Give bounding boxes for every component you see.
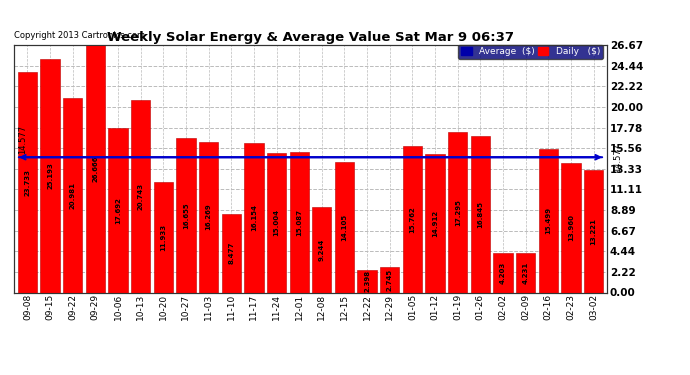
Bar	[403, 146, 422, 292]
Text: 15.499: 15.499	[545, 207, 551, 234]
Bar	[131, 100, 150, 292]
Text: 14.577: 14.577	[19, 125, 28, 154]
Bar	[335, 162, 354, 292]
Text: 13.960: 13.960	[568, 214, 574, 241]
Title: Weekly Solar Energy & Average Value Sat Mar 9 06:37: Weekly Solar Energy & Average Value Sat …	[107, 31, 514, 44]
Bar	[539, 148, 558, 292]
Bar	[380, 267, 400, 292]
Text: 25.193: 25.193	[47, 162, 53, 189]
Bar	[18, 72, 37, 292]
Text: 15.087: 15.087	[296, 209, 302, 236]
Bar	[357, 270, 377, 292]
Bar	[154, 182, 173, 292]
Text: Copyright 2013 Cartronics.com: Copyright 2013 Cartronics.com	[14, 31, 145, 40]
Bar	[312, 207, 331, 292]
Bar	[221, 214, 241, 292]
Text: 14.912: 14.912	[432, 210, 438, 237]
Text: 13.221: 13.221	[591, 218, 597, 244]
Bar	[471, 136, 490, 292]
Bar	[426, 154, 444, 292]
Text: 20.743: 20.743	[137, 183, 144, 210]
Bar	[41, 59, 59, 292]
Bar	[63, 98, 82, 292]
Text: 15.004: 15.004	[273, 209, 279, 237]
Text: 4.203: 4.203	[500, 262, 506, 284]
Text: 9.244: 9.244	[319, 238, 325, 261]
Bar	[177, 138, 195, 292]
Text: 15.762: 15.762	[409, 206, 415, 233]
Bar	[448, 132, 467, 292]
Text: 20.981: 20.981	[70, 182, 76, 209]
Text: 11.933: 11.933	[160, 224, 166, 251]
Legend: Average  ($), Daily   ($): Average ($), Daily ($)	[458, 45, 602, 59]
Bar	[199, 141, 218, 292]
Bar	[244, 142, 264, 292]
Text: 23.733: 23.733	[24, 169, 30, 196]
Bar	[267, 153, 286, 292]
Text: 16.154: 16.154	[251, 204, 257, 231]
Text: 26.666: 26.666	[92, 156, 99, 182]
Bar	[493, 254, 513, 292]
Text: 14.577: 14.577	[613, 142, 622, 172]
Text: 16.845: 16.845	[477, 201, 484, 228]
Text: 2.745: 2.745	[387, 269, 393, 291]
Bar	[86, 45, 105, 292]
Text: 17.295: 17.295	[455, 199, 461, 226]
Text: 17.692: 17.692	[115, 197, 121, 224]
Text: 8.477: 8.477	[228, 242, 234, 264]
Text: 16.655: 16.655	[183, 202, 189, 228]
Bar	[584, 170, 603, 292]
Text: 16.269: 16.269	[206, 204, 212, 230]
Text: 14.105: 14.105	[342, 213, 348, 241]
Text: 4.231: 4.231	[522, 262, 529, 284]
Bar	[108, 128, 128, 292]
Bar	[290, 153, 309, 292]
Bar	[562, 163, 580, 292]
Text: 2.398: 2.398	[364, 270, 370, 292]
Bar	[516, 253, 535, 292]
